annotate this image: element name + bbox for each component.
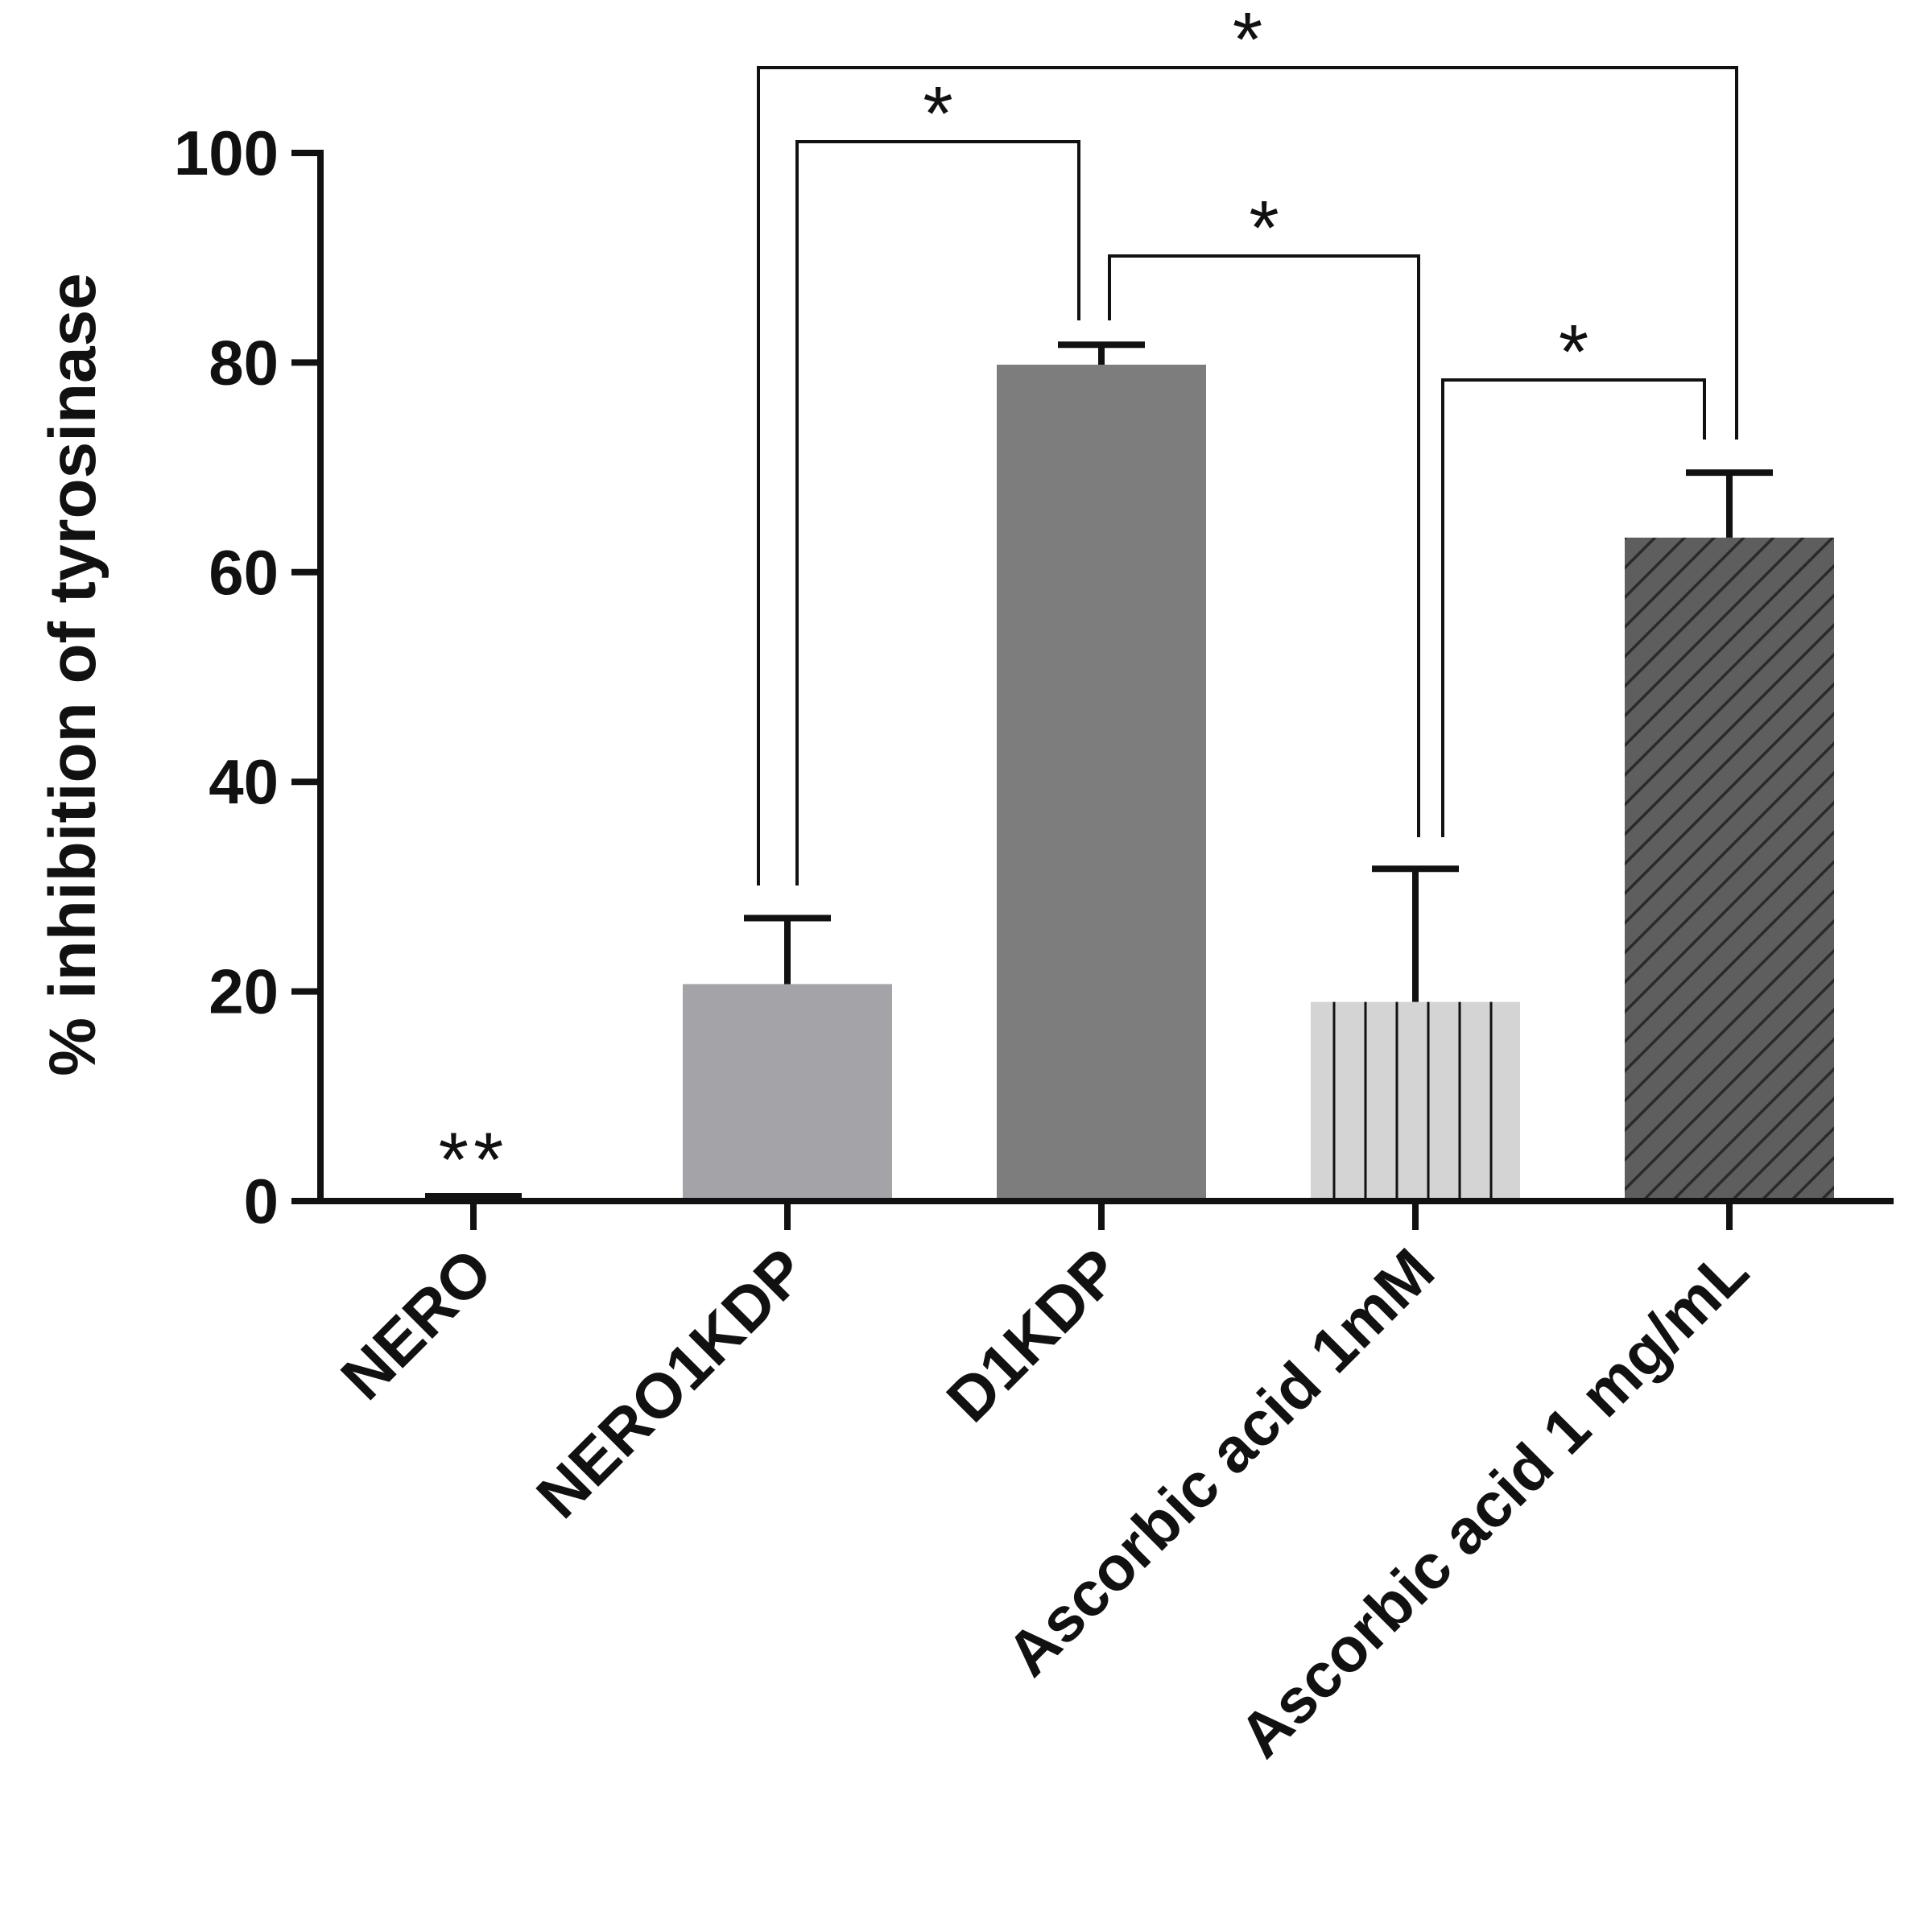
x-category-label: D1KDP [933, 1235, 1134, 1435]
significance-star: * [1249, 185, 1279, 271]
significance-bracket [1441, 378, 1706, 837]
bar-d1kdp [997, 365, 1206, 1201]
significance-star: * [1559, 309, 1588, 395]
error-bars-layer [744, 341, 1773, 1002]
bar-ascorbic-acid-1-mg-ml [1625, 537, 1834, 1201]
significance-star: * [1233, 0, 1262, 83]
y-tick-label: 60 [209, 537, 279, 608]
bars-layer [425, 365, 1834, 1201]
bar-annotation: ** [439, 1117, 509, 1203]
x-category-label: NERO [327, 1235, 506, 1414]
y-tick-label: 40 [209, 746, 279, 817]
significance-star: * [923, 71, 952, 157]
y-tick-label: 20 [209, 956, 279, 1027]
x-category-label: NERO1KDP [523, 1235, 820, 1532]
bar-ascorbic-acid-1mm [1311, 1001, 1520, 1201]
y-axis-title: % inhibition of tyrosinase [36, 273, 109, 1076]
significance-bracket [795, 140, 1080, 886]
significance-layer: ****** [439, 0, 1738, 1203]
y-tick-label: 80 [209, 327, 279, 398]
significance-bracket [757, 66, 1738, 886]
bar-nero [425, 1193, 522, 1201]
x-category-label: Ascorbic acid 1 mg/mL [1225, 1235, 1762, 1771]
significance-bracket [1108, 254, 1420, 837]
bar-nero1kdp [683, 984, 892, 1201]
y-tick-label: 100 [174, 118, 279, 188]
y-tick-label: 0 [244, 1166, 279, 1236]
